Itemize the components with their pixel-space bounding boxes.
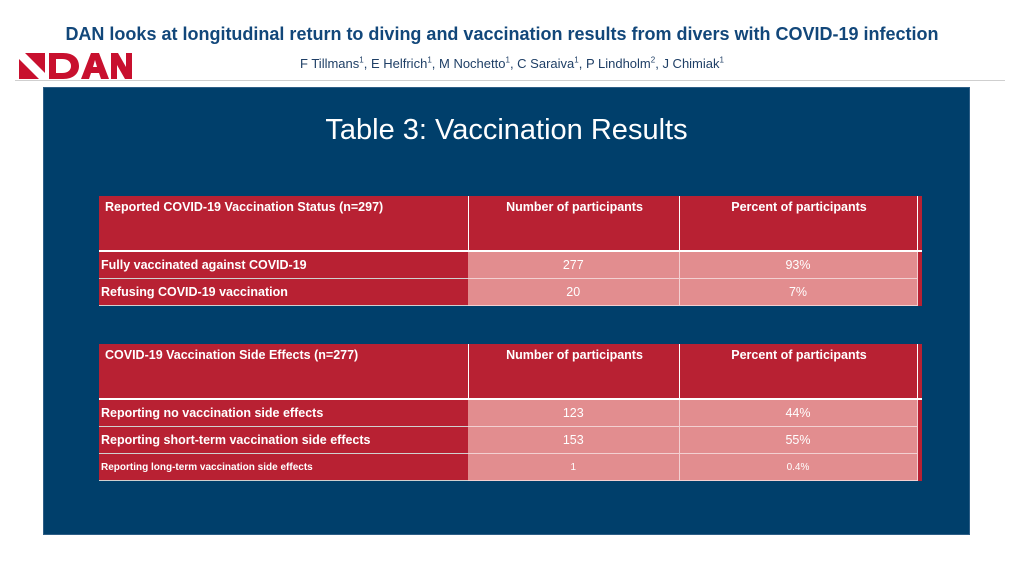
column-header: Percent of participants: [679, 196, 918, 252]
column-header: Percent of participants: [679, 344, 918, 400]
author-6: J Chimiak1: [662, 56, 724, 72]
participant-percent: 44%: [679, 399, 918, 427]
author-4: C Saraiva1,: [517, 56, 586, 72]
participant-percent: 55%: [679, 426, 918, 454]
table-row: Reporting no vaccination side effects 12…: [99, 399, 922, 427]
table-edge: [917, 278, 922, 306]
column-header: COVID-19 Vaccination Side Effects (n=277…: [99, 344, 469, 400]
row-label: Reporting short-term vaccination side ef…: [99, 426, 468, 454]
table-edge: [917, 453, 922, 481]
author-line: F Tillmans1, E Helfrich1, M Nochetto1, C…: [0, 56, 1024, 71]
column-header: Number of participants: [468, 344, 680, 400]
row-label: Fully vaccinated against COVID-19: [99, 251, 468, 279]
participant-percent: 7%: [679, 278, 918, 306]
table-edge: [917, 196, 922, 252]
row-label: Refusing COVID-19 vaccination: [99, 278, 468, 306]
table-header-row: COVID-19 Vaccination Side Effects (n=277…: [99, 344, 922, 400]
table-edge: [917, 344, 922, 400]
table-title: Table 3: Vaccination Results: [325, 114, 688, 146]
dan-logo-graphic: [19, 53, 132, 79]
poster-title: DAN looks at longitudinal return to divi…: [65, 24, 939, 44]
participant-percent: 0.4%: [679, 453, 918, 481]
participant-percent: 93%: [679, 251, 918, 279]
column-header: Reported COVID-19 Vaccination Status (n=…: [99, 196, 469, 252]
author-1: F Tillmans1,: [300, 56, 371, 72]
author-2: E Helfrich1,: [370, 56, 439, 72]
table-row: Refusing COVID-19 vaccination 20 7%: [99, 278, 922, 306]
header-divider: [15, 80, 1005, 81]
participant-count: 277: [468, 251, 680, 279]
dan-logo: [19, 52, 133, 80]
column-header: Number of participants: [468, 196, 680, 252]
participant-count: 123: [468, 399, 680, 427]
table-edge: [917, 399, 922, 427]
author-3: M Nochetto1,: [439, 56, 518, 72]
table-header-row: Reported COVID-19 Vaccination Status (n=…: [99, 196, 922, 252]
table-edge: [917, 426, 922, 454]
row-label: Reporting no vaccination side effects: [99, 399, 468, 427]
side-effects-table: COVID-19 Vaccination Side Effects (n=277…: [99, 344, 922, 481]
table-edge: [917, 251, 922, 279]
participant-count: 1: [468, 453, 680, 481]
row-label: Reporting long-term vaccination side eff…: [99, 453, 468, 481]
table-row: Reporting short-term vaccination side ef…: [99, 426, 922, 454]
slide-panel: Table 3: Vaccination Results Reported CO…: [43, 87, 970, 535]
author-5: P Lindholm2,: [585, 56, 663, 72]
participant-count: 153: [468, 426, 680, 454]
table-row: Reporting long-term vaccination side eff…: [99, 453, 922, 481]
participant-count: 20: [468, 278, 680, 306]
vaccination-status-table: Reported COVID-19 Vaccination Status (n=…: [99, 196, 922, 306]
table-row: Fully vaccinated against COVID-19 277 93…: [99, 251, 922, 279]
